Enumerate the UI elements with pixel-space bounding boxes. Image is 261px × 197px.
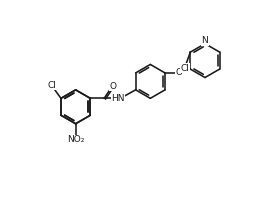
Text: N: N [201, 36, 208, 45]
Text: Cl: Cl [47, 81, 56, 90]
Text: HN: HN [111, 94, 125, 103]
Text: Cl: Cl [181, 64, 189, 73]
Text: NO₂: NO₂ [67, 135, 84, 144]
Text: O: O [175, 68, 182, 77]
Text: O: O [110, 82, 117, 90]
